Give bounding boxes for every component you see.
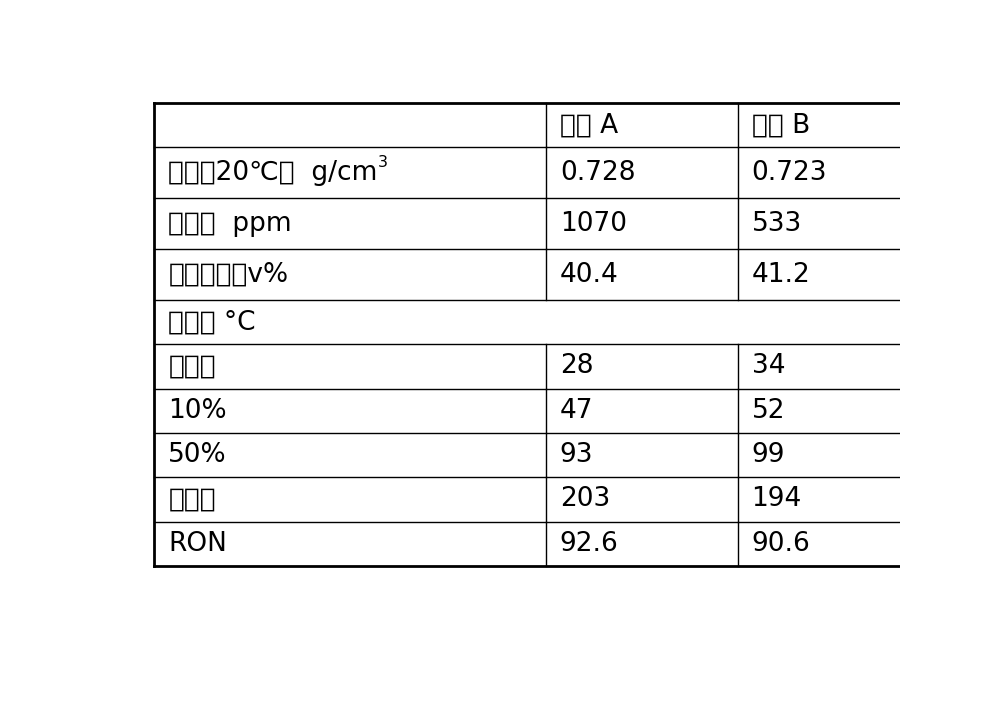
Text: 34: 34 [752,353,785,379]
Text: 终馏点: 终馏点 [168,486,216,512]
Text: 99: 99 [752,442,785,468]
Text: 50%: 50% [168,442,227,468]
Text: RON: RON [168,531,227,557]
Text: 533: 533 [752,211,802,237]
Text: 0.723: 0.723 [752,160,827,186]
Text: 90.6: 90.6 [752,531,810,557]
Text: 原料 B: 原料 B [752,112,810,138]
Text: 初馏点: 初馏点 [168,353,216,379]
Text: 194: 194 [752,486,802,512]
Text: 41.2: 41.2 [752,262,810,288]
Text: 40.4: 40.4 [560,262,619,288]
Text: 93: 93 [560,442,593,468]
Text: 馏程， °C: 馏程， °C [168,309,256,335]
Text: 3: 3 [378,155,388,170]
Text: 1070: 1070 [560,211,627,237]
Text: 203: 203 [560,486,610,512]
Text: 52: 52 [752,398,785,424]
Text: 47: 47 [560,398,593,424]
Text: 密度（20℃）  g/cm: 密度（20℃） g/cm [168,160,378,186]
Text: 92.6: 92.6 [560,531,619,557]
Text: 0.728: 0.728 [560,160,635,186]
Text: 10%: 10% [168,398,227,424]
Text: 原料 A: 原料 A [560,112,618,138]
Text: 硫含量  ppm: 硫含量 ppm [168,211,292,237]
Text: 28: 28 [560,353,593,379]
Text: 烯烃含量，v%: 烯烃含量，v% [168,262,289,288]
